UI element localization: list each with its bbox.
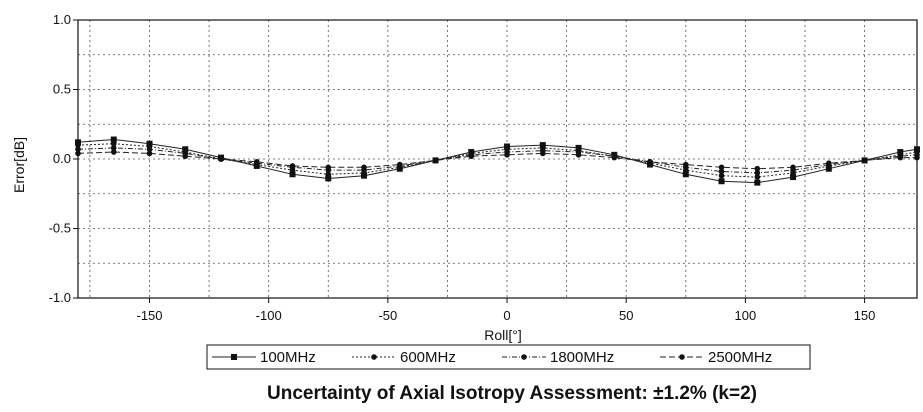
data-point <box>790 174 797 181</box>
legend-label: 2500MHz <box>708 349 772 366</box>
x-axis-title: Roll[°] <box>484 327 522 343</box>
data-point <box>790 164 796 171</box>
data-point <box>754 174 761 180</box>
data-point <box>611 154 618 161</box>
legend: 100MHz 600MHz 1800MHz 2500MHz <box>206 344 811 370</box>
data-point <box>289 171 296 178</box>
y-tick-label: 1.0 <box>53 12 71 27</box>
y-tick-label: -0.5 <box>49 221 71 236</box>
legend-label: 100MHz <box>260 349 316 366</box>
legend-marker <box>521 354 527 360</box>
legend-label: 600MHz <box>400 349 456 366</box>
data-point <box>325 164 332 171</box>
series-600MHz <box>75 140 920 180</box>
data-point <box>682 161 689 168</box>
data-point <box>504 152 510 158</box>
data-point <box>432 157 439 164</box>
x-tick-labels: -150 -100 -50 0 50 100 150 <box>136 298 875 323</box>
data-point <box>718 172 725 179</box>
series-layer <box>75 136 920 186</box>
data-point <box>110 149 117 155</box>
data-point <box>647 158 653 165</box>
data-point <box>718 168 725 175</box>
data-point <box>325 171 332 178</box>
data-point <box>110 136 117 143</box>
y-axis-title: Error[dB] <box>11 137 27 193</box>
data-point <box>110 145 117 151</box>
data-point <box>396 161 403 168</box>
data-point <box>718 178 725 185</box>
legend-item-2500MHz: 2500MHz <box>660 349 772 366</box>
series-100MHz <box>75 136 920 186</box>
data-point <box>754 165 761 172</box>
legend-marker <box>371 354 377 360</box>
data-point <box>718 164 725 171</box>
data-point <box>146 150 153 157</box>
data-point <box>897 154 904 161</box>
data-point <box>182 153 189 160</box>
data-point <box>146 146 153 153</box>
legend-marker <box>231 354 237 360</box>
uncertainty-caption: Uncertainty of Axial Isotropy Assessment… <box>267 383 757 404</box>
legend-item-600MHz: 600MHz <box>352 349 456 366</box>
data-point <box>218 156 224 162</box>
x-tick-label: -50 <box>378 308 397 323</box>
data-point <box>754 170 761 176</box>
y-tick-labels: -1.0 -0.5 0.0 0.5 1.0 <box>49 12 78 305</box>
legend-item-100MHz: 100MHz <box>212 349 316 366</box>
data-point <box>468 153 475 160</box>
data-point <box>826 160 832 166</box>
x-tick-label: 100 <box>735 308 757 323</box>
legend-box <box>206 344 811 370</box>
legend-label: 1800MHz <box>550 349 614 366</box>
y-tick-label: -1.0 <box>49 290 71 305</box>
x-tick-label: -100 <box>256 308 282 323</box>
legend-item-1800MHz: 1800MHz <box>502 349 614 366</box>
x-tick-label: 150 <box>854 308 876 323</box>
x-tick-label: 0 <box>503 308 510 323</box>
grid-lines <box>78 20 917 298</box>
data-point <box>289 163 296 169</box>
data-point <box>575 152 582 158</box>
data-point <box>861 157 868 164</box>
data-point <box>110 140 117 147</box>
series-2500MHz <box>75 149 920 172</box>
legend-marker <box>679 354 685 360</box>
y-tick-label: 0.0 <box>53 151 71 166</box>
x-tick-label: -150 <box>136 308 162 323</box>
data-point <box>682 171 689 178</box>
data-point <box>754 179 761 186</box>
series-1800MHz <box>75 145 920 176</box>
data-point <box>361 164 367 171</box>
data-point <box>325 175 332 182</box>
x-tick-label: 50 <box>619 308 633 323</box>
data-point <box>539 150 546 157</box>
data-point <box>253 158 260 165</box>
y-tick-label: 0.5 <box>53 82 71 97</box>
